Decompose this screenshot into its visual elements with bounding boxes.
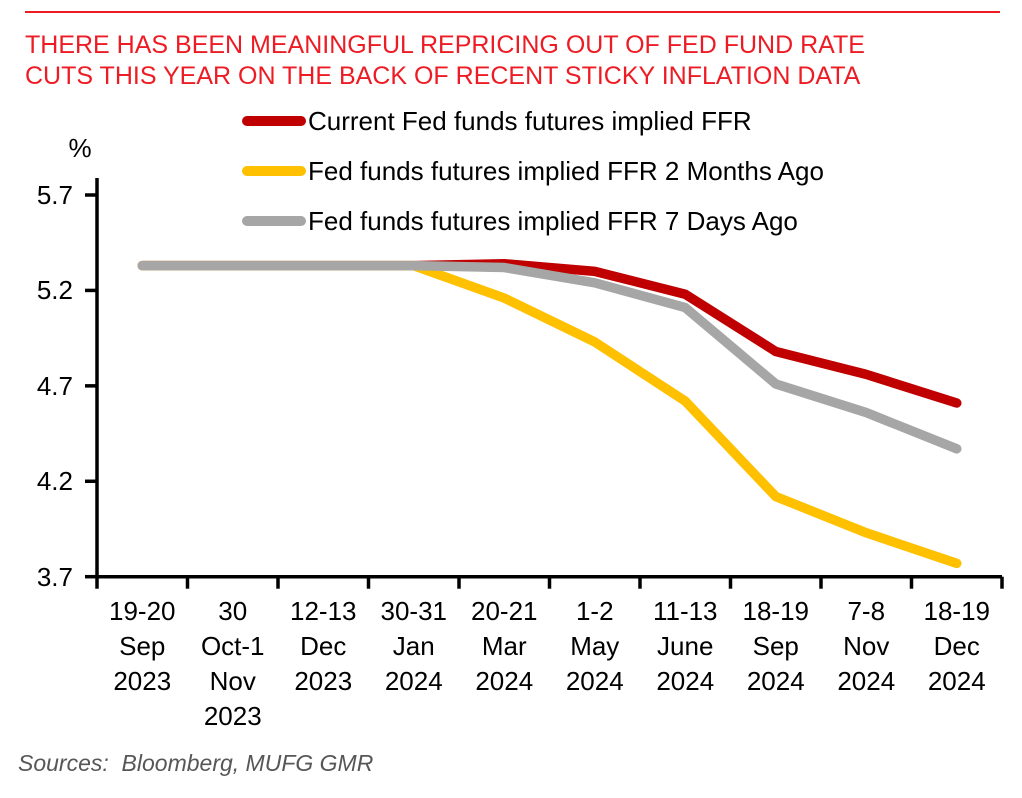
sources-note: Sources: Bloomberg, MUFG GMR [18, 750, 374, 776]
y-tick-label-5.2: 5.2 [36, 275, 73, 306]
x-tick-label-8: 18-19 Sep 2024 [742, 596, 810, 696]
chart-headline-line-2: CUTS THIS YEAR ON THE BACK OF RECENT STI… [25, 62, 861, 90]
legend-swatch-2-months-ago [242, 166, 306, 176]
x-tick-label-4: 30-31 Jan 2024 [380, 596, 448, 696]
legend-item-2-months-ago: Fed funds futures implied FFR 2 Months A… [242, 146, 824, 196]
chart-headline-line-1: THERE HAS BEEN MEANINGFUL REPRICING OUT … [25, 31, 865, 59]
legend-swatch-7-days-ago [242, 216, 306, 226]
x-tick-label-7: 11-13 June 2024 [652, 596, 718, 696]
y-tick-label-5.7: 5.7 [36, 180, 73, 210]
series-line-7-days-ago [137, 260, 962, 454]
y-tick-label-4.7: 4.7 [36, 370, 73, 401]
x-tick-label-2: 30 Oct-1 Nov 2023 [200, 596, 265, 731]
legend-item-current: Current Fed funds futures implied FFR [242, 96, 824, 146]
y-tick-label-4.2: 4.2 [36, 466, 73, 497]
legend-label-2-months-ago: Fed funds futures implied FFR 2 Months A… [308, 155, 824, 186]
x-tick-label-1: 19-20 Sep 2023 [109, 596, 176, 696]
x-tick-label-6: 1-2 May 2024 [565, 596, 624, 696]
y-axis-unit-label: % [68, 133, 92, 163]
legend: Current Fed funds futures implied FFR Fed… [242, 96, 824, 246]
x-tick-label-3: 12-13 Dec 2023 [290, 596, 357, 696]
legend-item-7-days-ago: Fed funds futures implied FFR 7 Days Ago [242, 196, 824, 246]
series-line-2-months-ago [137, 260, 962, 569]
legend-swatch-current [242, 116, 306, 126]
x-tick-label-9: 7-8 Nov 2024 [837, 596, 896, 696]
series-line-current [137, 258, 962, 408]
top-rule [25, 11, 1000, 13]
x-tick-label-5: 20-21 Mar 2024 [471, 596, 538, 696]
y-tick-label-3.7: 3.7 [36, 561, 73, 592]
legend-label-current: Current Fed funds futures implied FFR [308, 105, 752, 136]
chart-headline: THERE HAS BEEN MEANINGFUL REPRICING OUT … [25, 30, 865, 92]
legend-label-7-days-ago: Fed funds futures implied FFR 7 Days Ago [308, 205, 798, 236]
x-tick-label-10: 18-19 Dec 2024 [923, 596, 991, 696]
